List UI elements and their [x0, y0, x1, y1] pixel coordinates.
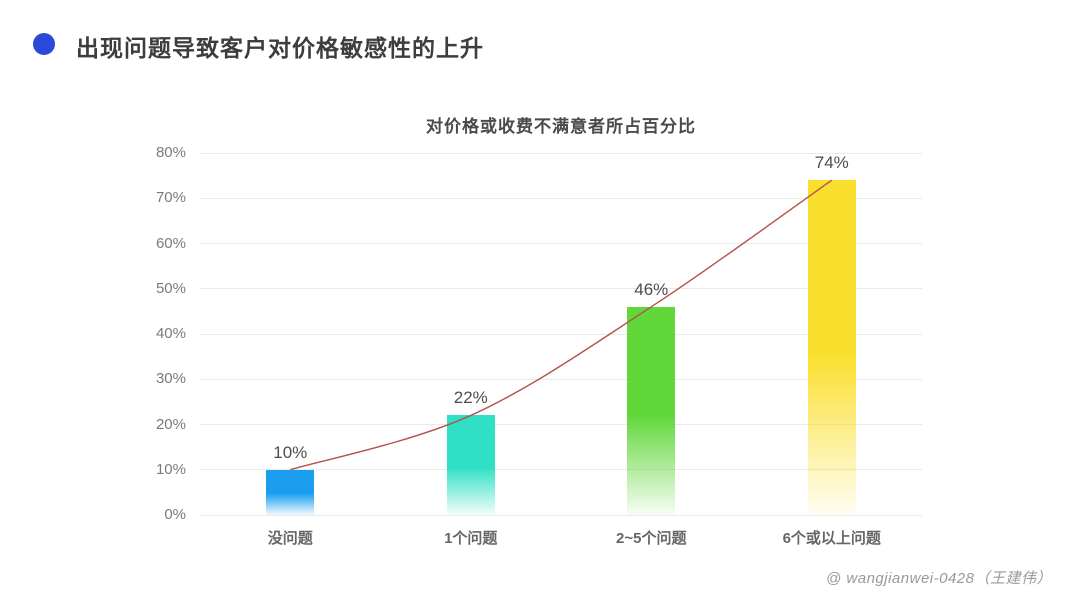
- gridline: [200, 152, 922, 154]
- gridline: [200, 378, 922, 380]
- y-axis-tick-label: 30%: [155, 370, 186, 388]
- x-axis-tick-label: 没问题: [267, 530, 313, 547]
- trend-line-layer: [290, 179, 833, 471]
- bar: [446, 415, 495, 515]
- gridline: [200, 333, 922, 335]
- y-axis-tick-label: 40%: [155, 325, 186, 342]
- y-axis-tick-label: 10%: [155, 460, 186, 478]
- y-axis-tick-label: 50%: [155, 279, 186, 297]
- y-axis-tick-label: 20%: [155, 415, 186, 433]
- bullet-dot-icon: [33, 33, 55, 55]
- page-title: 出现问题导致客户对价格敏感性的上升: [76, 35, 484, 61]
- gridline: [200, 288, 922, 290]
- gridline: [200, 424, 922, 425]
- gridline: [200, 197, 922, 199]
- gridline: [200, 514, 922, 516]
- bar-chart-plot-area: 0% 10% 20% 30% 40% 50% 60% 70% 80% 10% 没问题 22% 1个问题 4…: [156, 144, 922, 547]
- gridline: [200, 243, 922, 244]
- watermark-credit: @ wangjianwei-0428（王建伟）: [826, 570, 1052, 587]
- chart-title: 对价格或收费不满意者所占百分比: [426, 117, 696, 136]
- gridline: [200, 469, 922, 471]
- y-axis-tick-label: 0%: [164, 506, 186, 523]
- bar-value-label: 74%: [814, 153, 849, 173]
- x-axis-tick-label: 6个或以上问题: [782, 530, 881, 547]
- x-axis-tick-label: 1个问题: [444, 530, 498, 547]
- page-header: 出现问题导致客户对价格敏感性的上升: [0, 0, 1080, 80]
- y-axis-tick-label: 70%: [155, 189, 186, 207]
- bar-value-label: 46%: [634, 279, 669, 299]
- bar-value-label: 10%: [273, 442, 308, 462]
- bar: [627, 306, 676, 515]
- y-axis-tick-label: 80%: [155, 144, 186, 161]
- y-axis-tick-label: 60%: [155, 234, 186, 252]
- bar: [807, 180, 856, 515]
- x-axis-tick-label: 2~5个问题: [616, 530, 687, 547]
- bar: [266, 469, 315, 515]
- trend-line: [290, 179, 833, 471]
- bar-value-label: 22%: [453, 388, 488, 408]
